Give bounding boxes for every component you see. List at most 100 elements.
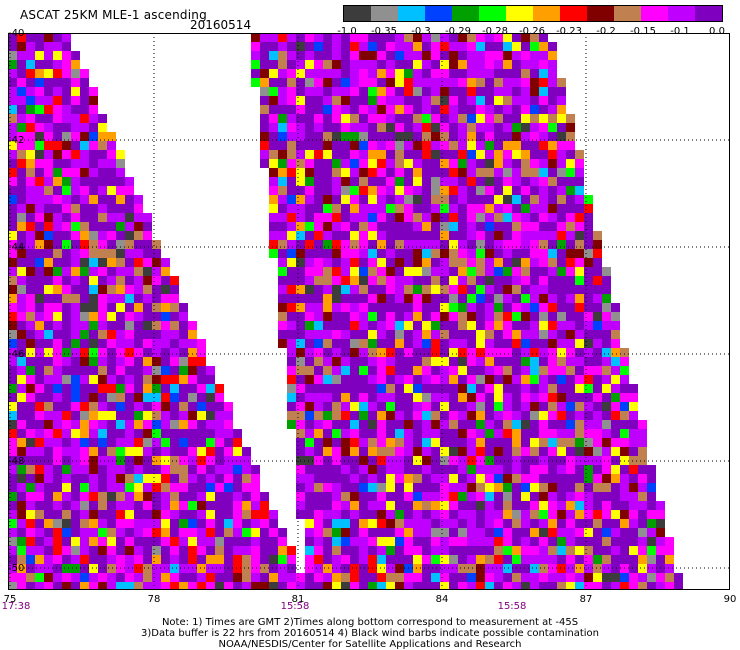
swath-pixel (476, 141, 485, 150)
swath-pixel (557, 78, 566, 87)
swath-pixel (287, 240, 296, 249)
swath-pixel (305, 357, 314, 366)
swath-pixel (8, 87, 17, 96)
swath-pixel (296, 474, 305, 483)
swath-pixel (386, 132, 395, 141)
swath-pixel (593, 330, 602, 339)
swath-pixel (467, 177, 476, 186)
swath-pixel (350, 510, 359, 519)
swath-pixel (314, 249, 323, 258)
swath-pixel (62, 222, 71, 231)
swath-pixel (593, 492, 602, 501)
swath-pixel (368, 465, 377, 474)
swath-pixel (98, 222, 107, 231)
swath-pixel (395, 384, 404, 393)
swath-pixel (593, 276, 602, 285)
swath-pixel (395, 402, 404, 411)
swath-pixel (26, 51, 35, 60)
swath-pixel (125, 465, 134, 474)
swath-pixel (566, 555, 575, 564)
swath-pixel (305, 474, 314, 483)
swath-pixel (350, 546, 359, 555)
swath-pixel (332, 105, 341, 114)
swath-pixel (377, 267, 386, 276)
swath-pixel (503, 366, 512, 375)
swath-pixel (35, 249, 44, 258)
swath-pixel (305, 132, 314, 141)
swath-pixel (638, 510, 647, 519)
swath-pixel (566, 231, 575, 240)
swath-pixel (143, 474, 152, 483)
swath-pixel (26, 105, 35, 114)
swath-pixel (512, 582, 521, 590)
swath-pixel (422, 267, 431, 276)
swath-pixel (422, 339, 431, 348)
swath-pixel (602, 312, 611, 321)
swath-pixel (287, 312, 296, 321)
swath-pixel (287, 303, 296, 312)
swath-pixel (323, 141, 332, 150)
swath-pixel (179, 339, 188, 348)
swath-pixel (332, 231, 341, 240)
swath-pixel (89, 483, 98, 492)
swath-pixel (107, 465, 116, 474)
swath-pixel (359, 249, 368, 258)
swath-pixel (548, 519, 557, 528)
swath-pixel (575, 546, 584, 555)
swath-pixel (350, 258, 359, 267)
swath-pixel (125, 321, 134, 330)
swath-pixel (584, 213, 593, 222)
swath-pixel (323, 393, 332, 402)
swath-pixel (557, 285, 566, 294)
swath-pixel (98, 528, 107, 537)
swath-pixel (98, 537, 107, 546)
swath-pixel (107, 582, 116, 590)
swath-pixel (485, 51, 494, 60)
swath-pixel (377, 411, 386, 420)
swath-pixel (476, 276, 485, 285)
swath-pixel (548, 492, 557, 501)
swath-pixel (575, 330, 584, 339)
swath-pixel (377, 33, 386, 42)
swath-pixel (566, 546, 575, 555)
swath-pixel (467, 582, 476, 590)
swath-pixel (179, 564, 188, 573)
swath-pixel (305, 231, 314, 240)
swath-pixel (152, 339, 161, 348)
swath-pixel (485, 375, 494, 384)
swath-pixel (215, 519, 224, 528)
swath-pixel (53, 456, 62, 465)
swath-pixel (467, 366, 476, 375)
swath-pixel (71, 141, 80, 150)
swath-pixel (143, 267, 152, 276)
swath-pixel (503, 438, 512, 447)
swath-pixel (179, 438, 188, 447)
swath-pixel (44, 249, 53, 258)
swath-pixel (458, 204, 467, 213)
swath-pixel (350, 33, 359, 42)
swath-pixel (395, 501, 404, 510)
swath-pixel (413, 546, 422, 555)
swath-pixel (107, 537, 116, 546)
swath-pixel (296, 285, 305, 294)
swath-pixel (8, 429, 17, 438)
swath-pixel (539, 105, 548, 114)
swath-pixel (602, 294, 611, 303)
swath-pixel (530, 546, 539, 555)
swath-pixel (530, 105, 539, 114)
swath-pixel (539, 69, 548, 78)
swath-pixel (431, 510, 440, 519)
swath-pixel (404, 339, 413, 348)
swath-pixel (413, 231, 422, 240)
swath-pixel (377, 276, 386, 285)
swath-pixel (449, 429, 458, 438)
swath-pixel (512, 537, 521, 546)
swath-pixel (359, 501, 368, 510)
swath-pixel (566, 420, 575, 429)
swath-pixel (377, 483, 386, 492)
swath-pixel (143, 330, 152, 339)
swath-pixel (17, 132, 26, 141)
swath-pixel (152, 474, 161, 483)
swath-pixel (98, 483, 107, 492)
swath-pixel (197, 348, 206, 357)
